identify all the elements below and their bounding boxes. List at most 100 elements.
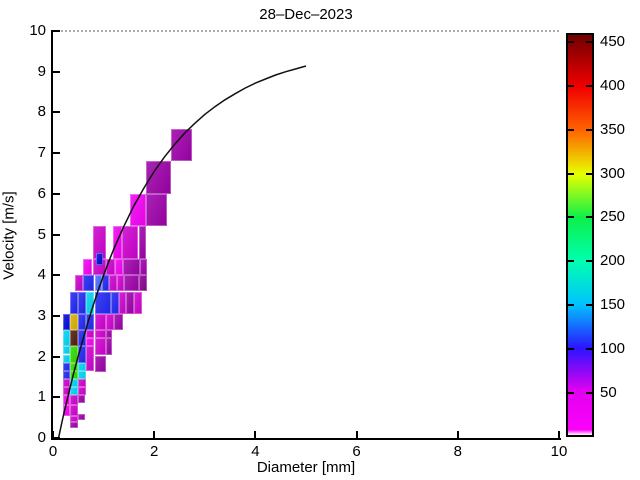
heatmap-cell: [112, 226, 123, 259]
heatmap-cell: [105, 258, 115, 276]
heatmap-cell: [105, 338, 112, 355]
y-tick-label: 6: [37, 184, 46, 202]
heatmap-cell: [70, 387, 79, 396]
heatmap-cell: [78, 370, 87, 379]
colorbar-tick: [586, 304, 592, 306]
heatmap-cell: [86, 291, 95, 314]
colorbar-tick-label: 400: [600, 77, 626, 94]
heatmap-cell: [93, 226, 106, 259]
heatmap-cell: [83, 258, 93, 276]
y-tick: [53, 274, 60, 277]
heatmap-cell: [108, 275, 117, 292]
heatmap-cell: [138, 226, 147, 259]
y-tick-label: 7: [37, 144, 46, 162]
heatmap-cell: [118, 291, 127, 314]
heatmap-cell: [124, 275, 139, 292]
heatmap-cell: [78, 362, 87, 371]
heatmap-cell: [94, 313, 106, 331]
colorbar-tick: [586, 348, 592, 350]
x-tick-label: 8: [453, 443, 462, 460]
heatmap-cell: [70, 421, 79, 428]
colorbar-tick: [568, 348, 574, 350]
y-tick-label: 0: [37, 429, 46, 446]
heatmap-cell: [78, 291, 87, 314]
y-tick: [53, 30, 60, 32]
colorbar-tick: [586, 85, 592, 87]
colorbar-tick-label: 450: [600, 33, 626, 50]
y-tick-label: 9: [37, 62, 46, 80]
heatmap-cell: [70, 379, 79, 388]
heatmap-cell: [78, 330, 87, 347]
colorbar-tick: [568, 304, 574, 306]
y-tick-label: 10: [29, 22, 46, 39]
x-tick-label: 2: [150, 443, 159, 460]
heatmap-cell: [86, 346, 95, 371]
y-axis-line: [51, 30, 53, 440]
x-tick: [456, 431, 459, 438]
colorbar-tick: [568, 173, 574, 175]
colorbar-tick: [586, 216, 592, 218]
colorbar-tick: [586, 129, 592, 131]
colorbar-tick: [586, 392, 592, 394]
x-tick: [52, 431, 54, 438]
heatmap-cell: [78, 313, 87, 331]
colorbar-tick: [568, 85, 574, 87]
colorbar-tick: [586, 260, 592, 262]
heatmap-cell: [62, 346, 71, 355]
heatmap-cell: [62, 362, 71, 371]
heatmap-cell: [70, 370, 79, 379]
heatmap-cell: [74, 275, 84, 292]
heatmap-cell: [78, 395, 85, 404]
y-tick: [53, 111, 60, 114]
heatmap-cell: [102, 275, 109, 292]
y-tick: [53, 70, 60, 73]
x-tick: [355, 431, 358, 438]
heatmap-cell: [62, 370, 71, 379]
heatmap-cell: [105, 330, 112, 339]
y-tick-label: 3: [37, 306, 46, 324]
heatmap-cell: [110, 291, 119, 314]
heatmap-cell: [171, 128, 193, 162]
heatmap-cell: [70, 313, 79, 331]
heatmap-cell: [116, 275, 125, 292]
heatmap-cell: [62, 354, 71, 363]
heatmap-cell: [95, 252, 103, 265]
heatmap-cell: [70, 330, 79, 347]
heatmap-cell: [94, 291, 111, 314]
y-tick-label: 4: [37, 266, 46, 284]
heatmap-cell: [122, 226, 139, 259]
y-tick: [53, 233, 60, 236]
x-tick: [153, 431, 156, 438]
colorbar-tick-label: 150: [600, 296, 626, 313]
heatmap-cell: [62, 330, 71, 347]
x-tick-label: 0: [48, 443, 58, 460]
heatmap-cell: [86, 338, 95, 347]
terminal-velocity-curve: [57, 65, 307, 438]
x-tick-label: 10: [550, 443, 568, 460]
heatmap-cell: [62, 387, 71, 396]
colorbar-tick: [568, 216, 574, 218]
heatmap-cell: [94, 338, 106, 355]
colorbar-tick-label: 50: [600, 384, 617, 401]
colorbar-tick-label: 300: [600, 165, 626, 182]
y-axis-label: Velocity [m/s]: [0, 191, 18, 280]
heatmap-cell: [62, 379, 71, 388]
y-tick: [53, 437, 60, 439]
x-axis-line: [51, 438, 561, 440]
heatmap-cell: [139, 275, 147, 292]
heatmap-cell: [86, 313, 95, 331]
colorbar-tick: [568, 129, 574, 131]
heatmap-cell: [105, 313, 114, 331]
heatmap-cell: [70, 395, 79, 406]
heatmap-cell: [78, 413, 85, 420]
x-tick-label: 4: [251, 443, 260, 460]
y-tick: [53, 314, 60, 317]
colorbar-tick-label: 250: [600, 208, 626, 225]
chart-title: 28–Dec–2023: [259, 6, 353, 23]
y-tick-label: 8: [37, 103, 46, 121]
heatmap-cell: [86, 330, 95, 339]
heatmap-cell: [126, 291, 134, 314]
heatmap-cell: [113, 313, 123, 331]
colorbar: [566, 33, 594, 437]
